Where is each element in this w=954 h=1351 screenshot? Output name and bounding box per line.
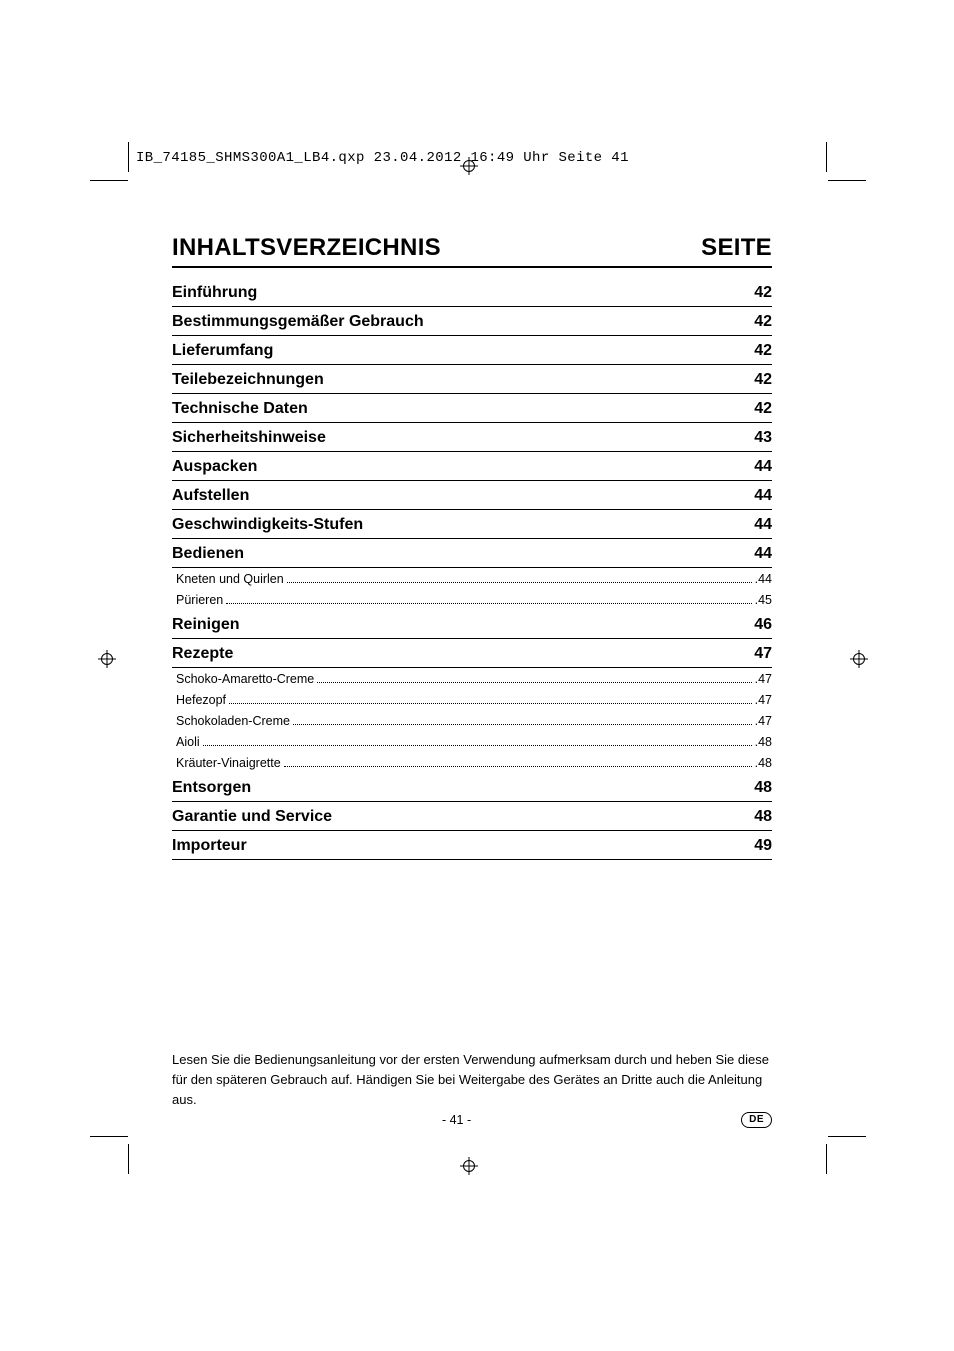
toc-page-heading: SEITE: [701, 234, 772, 262]
print-slugline: IB_74185_SHMS300A1_LB4.qxp 23.04.2012 16…: [136, 150, 629, 166]
toc-section: Reinigen 46: [172, 610, 772, 639]
toc-subsection: Hefezopf .47: [172, 689, 772, 710]
toc-heading-row: INHALTSVERZEICHNIS SEITE: [172, 234, 772, 268]
toc-page: INHALTSVERZEICHNIS SEITE Einführung42Bes…: [172, 234, 772, 860]
toc-section-page: 43: [754, 429, 772, 447]
toc-section: Aufstellen 44: [172, 481, 772, 510]
toc-subsection: Kneten und Quirlen .44: [172, 568, 772, 589]
toc-section-page: 47: [754, 645, 772, 663]
toc-subsection-page: .44: [755, 572, 772, 586]
toc-leader-dots: [293, 724, 752, 725]
toc-section-title: Lieferumfang: [172, 342, 273, 360]
toc-leader-dots: [317, 682, 751, 683]
toc-subsection-page: .47: [755, 672, 772, 686]
toc-subsection: Pürieren .45: [172, 589, 772, 610]
toc-section-page: 42: [754, 284, 772, 302]
toc-section-title: Einführung: [172, 284, 257, 302]
toc-section-title: Geschwindigkeits-Stufen: [172, 516, 363, 534]
toc-section-title: Reinigen: [172, 616, 240, 634]
toc-subsection-title: Schokoladen-Creme: [176, 714, 290, 728]
toc-subsection: Schoko-Amaretto-Creme .47: [172, 668, 772, 689]
toc-subsection-title: Aioli: [176, 735, 200, 749]
toc-subsection: Kräuter-Vinaigrette .48: [172, 752, 772, 773]
toc-section-page: 44: [754, 487, 772, 505]
toc-section: Entsorgen 48: [172, 773, 772, 802]
toc-section-page: 49: [754, 837, 772, 855]
toc-section-title: Garantie und Service: [172, 808, 332, 826]
toc-section: Lieferumfang 42: [172, 336, 772, 365]
toc-section: Bedienen 44: [172, 539, 772, 568]
toc-section-page: 48: [754, 779, 772, 797]
toc-section-page: 42: [754, 313, 772, 331]
toc-section-page: 42: [754, 342, 772, 360]
toc-leader-dots: [203, 745, 752, 746]
toc-heading: INHALTSVERZEICHNIS: [172, 234, 441, 262]
language-badge: DE: [741, 1112, 772, 1128]
toc-section-page: 44: [754, 516, 772, 534]
toc-leader-dots: [287, 582, 752, 583]
toc-section-title: Bedienen: [172, 545, 244, 563]
toc-section-page: 48: [754, 808, 772, 826]
toc-section: Sicherheitshinweise 43: [172, 423, 772, 452]
toc-section-title: Technische Daten: [172, 400, 308, 418]
toc-section: Technische Daten 42: [172, 394, 772, 423]
page-number: - 41 -: [442, 1113, 471, 1127]
page-footer: - 41 - DE: [172, 1112, 772, 1128]
toc-subsection-title: Schoko-Amaretto-Creme: [176, 672, 314, 686]
toc-section-title: Teilebezeichnungen: [172, 371, 324, 389]
toc-section-title: Aufstellen: [172, 487, 249, 505]
toc-subsection: Aioli .48: [172, 731, 772, 752]
toc-subsection-page: .47: [755, 693, 772, 707]
toc-leader-dots: [226, 603, 751, 604]
toc-subsection-page: .47: [755, 714, 772, 728]
toc-subsection-page: .48: [755, 756, 772, 770]
toc-section-page: 42: [754, 400, 772, 418]
toc-section: Rezepte 47: [172, 639, 772, 668]
toc-section: Garantie und Service 48: [172, 802, 772, 831]
toc-section-title: Rezepte: [172, 645, 233, 663]
toc-section: Bestimmungsgemäßer Gebrauch 42: [172, 307, 772, 336]
toc-section-page: 42: [754, 371, 772, 389]
toc-section-page: 44: [754, 545, 772, 563]
toc-subsection-title: Kneten und Quirlen: [176, 572, 284, 586]
toc-leader-dots: [284, 766, 752, 767]
toc-section-title: Sicherheitshinweise: [172, 429, 326, 447]
instruction-note: Lesen Sie die Bedienungsanleitung vor de…: [172, 1050, 772, 1110]
toc-subsection-title: Hefezopf: [176, 693, 226, 707]
toc-subsection-title: Kräuter-Vinaigrette: [176, 756, 281, 770]
toc-section: Auspacken 44: [172, 452, 772, 481]
toc-subsection-page: .48: [755, 735, 772, 749]
toc-leader-dots: [229, 703, 752, 704]
toc-section-title: Importeur: [172, 837, 247, 855]
toc-section: Teilebezeichnungen 42: [172, 365, 772, 394]
toc-section-page: 46: [754, 616, 772, 634]
toc-section: Importeur 49: [172, 831, 772, 860]
toc-section-title: Bestimmungsgemäßer Gebrauch: [172, 313, 424, 331]
toc-subsection-title: Pürieren: [176, 593, 223, 607]
toc-subsection: Schokoladen-Creme .47: [172, 710, 772, 731]
toc-section: Geschwindigkeits-Stufen 44: [172, 510, 772, 539]
toc-section-title: Auspacken: [172, 458, 257, 476]
toc-section-title: Entsorgen: [172, 779, 251, 797]
toc-section-page: 44: [754, 458, 772, 476]
toc-subsection-page: .45: [755, 593, 772, 607]
toc-section: Einführung 42: [172, 278, 772, 307]
